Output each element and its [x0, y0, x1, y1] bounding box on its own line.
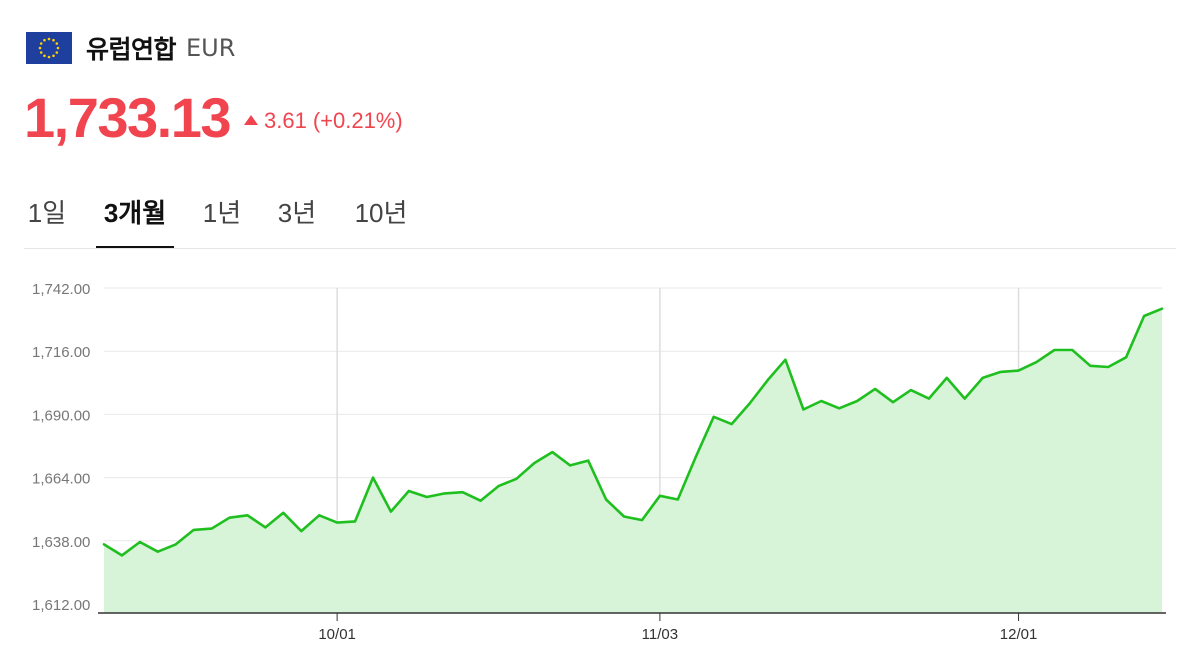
y-tick-label: 1,742.00	[32, 281, 90, 298]
data-point	[748, 402, 750, 404]
data-point	[623, 515, 625, 517]
data-point	[928, 397, 930, 399]
data-point	[354, 520, 356, 522]
data-point	[461, 491, 463, 493]
data-point	[497, 485, 499, 487]
data-point	[479, 500, 481, 502]
data-point	[1107, 366, 1109, 368]
data-point	[444, 492, 446, 494]
data-point	[228, 517, 230, 519]
data-point	[910, 389, 912, 391]
data-point	[892, 401, 894, 403]
data-point	[121, 554, 123, 556]
price-chart[interactable]: 1,742.00 1,716.00 1,690.00 1,664.00 1,638.00…	[0, 250, 1200, 672]
data-point	[1161, 308, 1163, 310]
eu-flag-icon	[26, 32, 72, 64]
data-point	[264, 526, 266, 528]
data-point	[999, 371, 1001, 373]
data-point	[282, 512, 284, 514]
data-point	[1143, 315, 1145, 317]
data-point	[408, 490, 410, 492]
data-point	[1089, 365, 1091, 367]
data-point	[426, 496, 428, 498]
data-point	[659, 495, 661, 497]
data-point	[605, 498, 607, 500]
x-tick-label: 11/03	[642, 626, 678, 643]
data-point	[551, 451, 553, 453]
data-point	[713, 416, 715, 418]
data-point	[193, 529, 195, 531]
data-point	[157, 551, 159, 553]
data-point	[1053, 349, 1055, 351]
data-point	[802, 408, 804, 410]
data-point	[318, 514, 320, 516]
triangle-up-icon	[243, 115, 258, 125]
country-name: 유럽연합	[86, 35, 177, 64]
data-point	[838, 407, 840, 409]
series-line	[102, 307, 1164, 557]
y-tick-label: 1,690.00	[32, 407, 90, 424]
data-point	[1035, 361, 1037, 363]
tab-3y[interactable]: 3년	[277, 198, 317, 228]
currency-header: 유럽연합 EUR	[26, 28, 235, 68]
quote-row: 1,733.13 3.61 (+0.21%)	[24, 82, 403, 152]
data-point	[874, 388, 876, 390]
data-point	[820, 400, 822, 402]
data-point	[372, 476, 374, 478]
data-point	[1017, 369, 1019, 371]
x-tick-label: 12/01	[1000, 626, 1038, 643]
period-tabs: 1일 3개월 1년 3년 10년	[24, 176, 1176, 249]
price-change: 3.61 (+0.21%)	[243, 108, 403, 134]
change-value: 3.61	[263, 108, 307, 133]
data-point	[695, 456, 697, 458]
data-point	[982, 377, 984, 379]
data-point	[1071, 349, 1073, 351]
currency-code: EUR	[186, 34, 236, 62]
data-point	[946, 377, 948, 379]
data-point	[677, 498, 679, 500]
data-point	[766, 379, 768, 381]
data-point	[103, 543, 105, 545]
data-point	[856, 400, 858, 402]
data-point	[1125, 356, 1127, 358]
tab-3m[interactable]: 3개월	[96, 176, 174, 248]
current-price: 1,733.13	[24, 85, 231, 149]
data-point	[533, 462, 535, 464]
tab-1y[interactable]: 1년	[202, 198, 242, 228]
data-point	[300, 530, 302, 532]
data-point	[964, 397, 966, 399]
series-area	[104, 308, 1162, 613]
data-point	[515, 478, 517, 480]
tab-1d[interactable]: 1일	[27, 198, 67, 228]
x-tick-label: 10/01	[318, 626, 356, 643]
y-tick-label: 1,638.00	[32, 534, 90, 551]
data-point	[730, 423, 732, 425]
data-point	[246, 514, 248, 516]
data-point	[139, 541, 141, 543]
y-tick-label: 1,664.00	[32, 471, 90, 488]
y-tick-label: 1,612.00	[32, 597, 90, 614]
data-point	[784, 359, 786, 361]
tab-10y[interactable]: 10년	[354, 198, 408, 228]
data-point	[641, 519, 643, 521]
change-percent: (+0.21%)	[312, 108, 403, 133]
data-point	[336, 521, 338, 523]
data-point	[587, 459, 589, 461]
data-point	[210, 527, 212, 529]
data-point	[390, 510, 392, 512]
y-tick-label: 1,716.00	[32, 344, 90, 361]
data-point	[569, 464, 571, 466]
data-point	[175, 543, 177, 545]
